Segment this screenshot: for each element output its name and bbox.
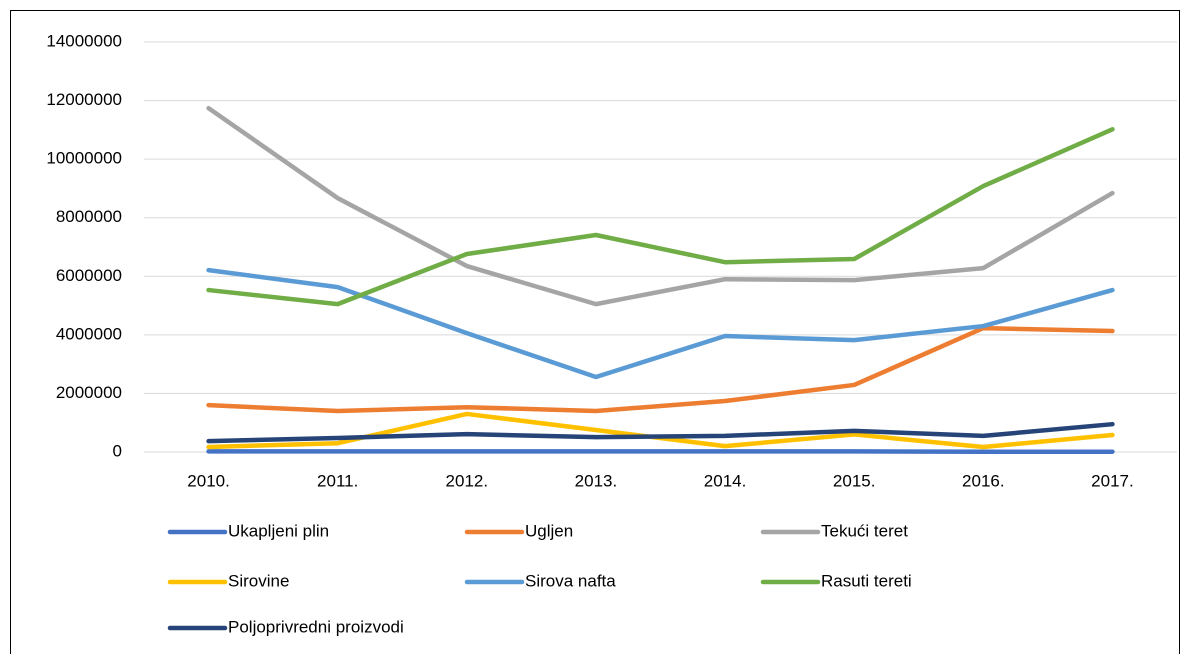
- y-tick-label: 8000000: [56, 207, 122, 226]
- series-line: [206, 325, 1115, 414]
- legend-label: Rasuti tereti: [821, 571, 912, 590]
- legend-label: Tekući teret: [821, 521, 908, 540]
- y-tick-label: 14000000: [46, 31, 122, 50]
- x-tick-label: 2016.: [962, 471, 1005, 490]
- y-tick-label: 6000000: [56, 266, 122, 285]
- legend-label: Sirova nafta: [525, 571, 616, 590]
- y-tick-label: 2000000: [56, 383, 122, 402]
- series-line: [206, 411, 1115, 450]
- legend-label: Ugljen: [525, 521, 573, 540]
- chart-border: [10, 10, 1180, 654]
- y-tick-label: 0: [113, 441, 122, 460]
- series-line: [206, 421, 1115, 444]
- legend-label: Ukapljeni plin: [228, 521, 329, 540]
- series-line: [206, 267, 1115, 380]
- legend-label: Sirovine: [228, 571, 289, 590]
- series-line: [206, 127, 1115, 307]
- y-tick-label: 10000000: [46, 149, 122, 168]
- x-tick-label: 2013.: [575, 471, 618, 490]
- x-tick-label: 2017.: [1091, 471, 1134, 490]
- x-tick-label: 2010.: [187, 471, 230, 490]
- y-tick-label: 12000000: [46, 90, 122, 109]
- x-tick-label: 2012.: [446, 471, 489, 490]
- y-tick-label: 4000000: [56, 324, 122, 343]
- x-tick-label: 2011.: [317, 471, 358, 490]
- x-tick-label: 2015.: [833, 471, 876, 490]
- series-line: [206, 105, 1115, 307]
- legend-label: Poljoprivredni proizvodi: [228, 617, 404, 636]
- x-tick-label: 2014.: [704, 471, 747, 490]
